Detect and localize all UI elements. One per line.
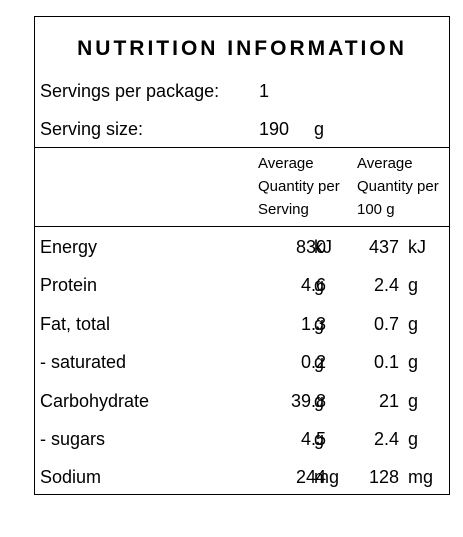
per-100g-value: 437: [368, 237, 399, 257]
per-serving-unit: g: [314, 429, 325, 449]
per-serving-unit: mg: [314, 467, 340, 487]
per-serving-unit: kJ: [314, 237, 332, 257]
per-100g-unit: g: [408, 429, 419, 449]
per-serving-unit: g: [314, 314, 325, 334]
nutrient-name: Fat, total: [40, 314, 111, 334]
nutrition-panel: NUTRITION INFORMATION Servings per packa…: [34, 16, 450, 495]
per-100g-unit: g: [408, 275, 419, 295]
per-100g-value: 0.7: [373, 314, 399, 334]
column-header-line: Serving: [258, 201, 309, 218]
nutrient-row-carbohydrate: Carbohydrate 39.8 g 21 g: [35, 391, 449, 429]
divider: [35, 226, 449, 227]
per-100g-value: 21: [378, 391, 399, 411]
column-header-line: Average: [357, 155, 413, 172]
per-serving-unit: g: [314, 275, 325, 295]
per-100g-unit: kJ: [408, 237, 426, 257]
nutrient-row-energy: Energy 830 kJ 437 kJ: [35, 237, 449, 275]
servings-value: 1: [259, 81, 270, 101]
divider: [35, 147, 449, 148]
column-header-per-100g: Average Quantity per 100 g: [357, 152, 439, 221]
per-serving-unit: g: [314, 391, 325, 411]
column-header-line: Average: [258, 155, 314, 172]
per-100g-unit: g: [408, 314, 419, 334]
nutrient-name: Sodium: [40, 467, 102, 487]
nutrient-row-sodium: Sodium 244 mg 128 mg: [35, 467, 449, 505]
nutrient-name: Carbohydrate: [40, 391, 150, 411]
nutrient-name: - saturated: [40, 352, 127, 372]
per-100g-value: 0.1: [373, 352, 399, 372]
nutrient-row-protein: Protein 4.6 g 2.4 g: [35, 275, 449, 313]
per-100g-unit: g: [408, 352, 419, 372]
nutrient-name: Energy: [40, 237, 98, 257]
per-100g-value: 2.4: [373, 429, 399, 449]
nutrient-row-saturated: - saturated 0.2 g 0.1 g: [35, 352, 449, 390]
nutrient-row-sugars: - sugars 4.5 g 2.4 g: [35, 429, 449, 467]
per-100g-unit: mg: [408, 467, 434, 487]
nutrient-row-fat-total: Fat, total 1.3 g 0.7 g: [35, 314, 449, 352]
column-header-per-serving: Average Quantity per Serving: [258, 152, 340, 221]
per-serving-value: 0.2: [300, 352, 326, 372]
serving-size-value: 190: [259, 119, 290, 139]
per-100g-unit: g: [408, 391, 419, 411]
nutrient-name: Protein: [40, 275, 98, 295]
per-serving-value: 39.8: [290, 391, 326, 411]
per-serving-value: 4.5: [300, 429, 326, 449]
per-100g-value: 2.4: [373, 275, 399, 295]
panel-title: NUTRITION INFORMATION: [77, 37, 407, 60]
per-serving-unit: g: [314, 352, 325, 372]
column-header-line: Quantity per: [258, 178, 340, 195]
nutrient-name: - sugars: [40, 429, 106, 449]
per-serving-value: 4.6: [300, 275, 326, 295]
per-serving-value: 830: [295, 237, 326, 257]
column-header-line: 100 g: [357, 201, 395, 218]
serving-size-unit: g: [314, 119, 325, 139]
serving-size-label: Serving size:: [40, 119, 144, 139]
per-100g-value: 128: [368, 467, 399, 487]
per-serving-value: 244: [295, 467, 326, 487]
column-header-line: Quantity per: [357, 178, 439, 195]
servings-label: Servings per package:: [40, 81, 220, 101]
per-serving-value: 1.3: [300, 314, 326, 334]
